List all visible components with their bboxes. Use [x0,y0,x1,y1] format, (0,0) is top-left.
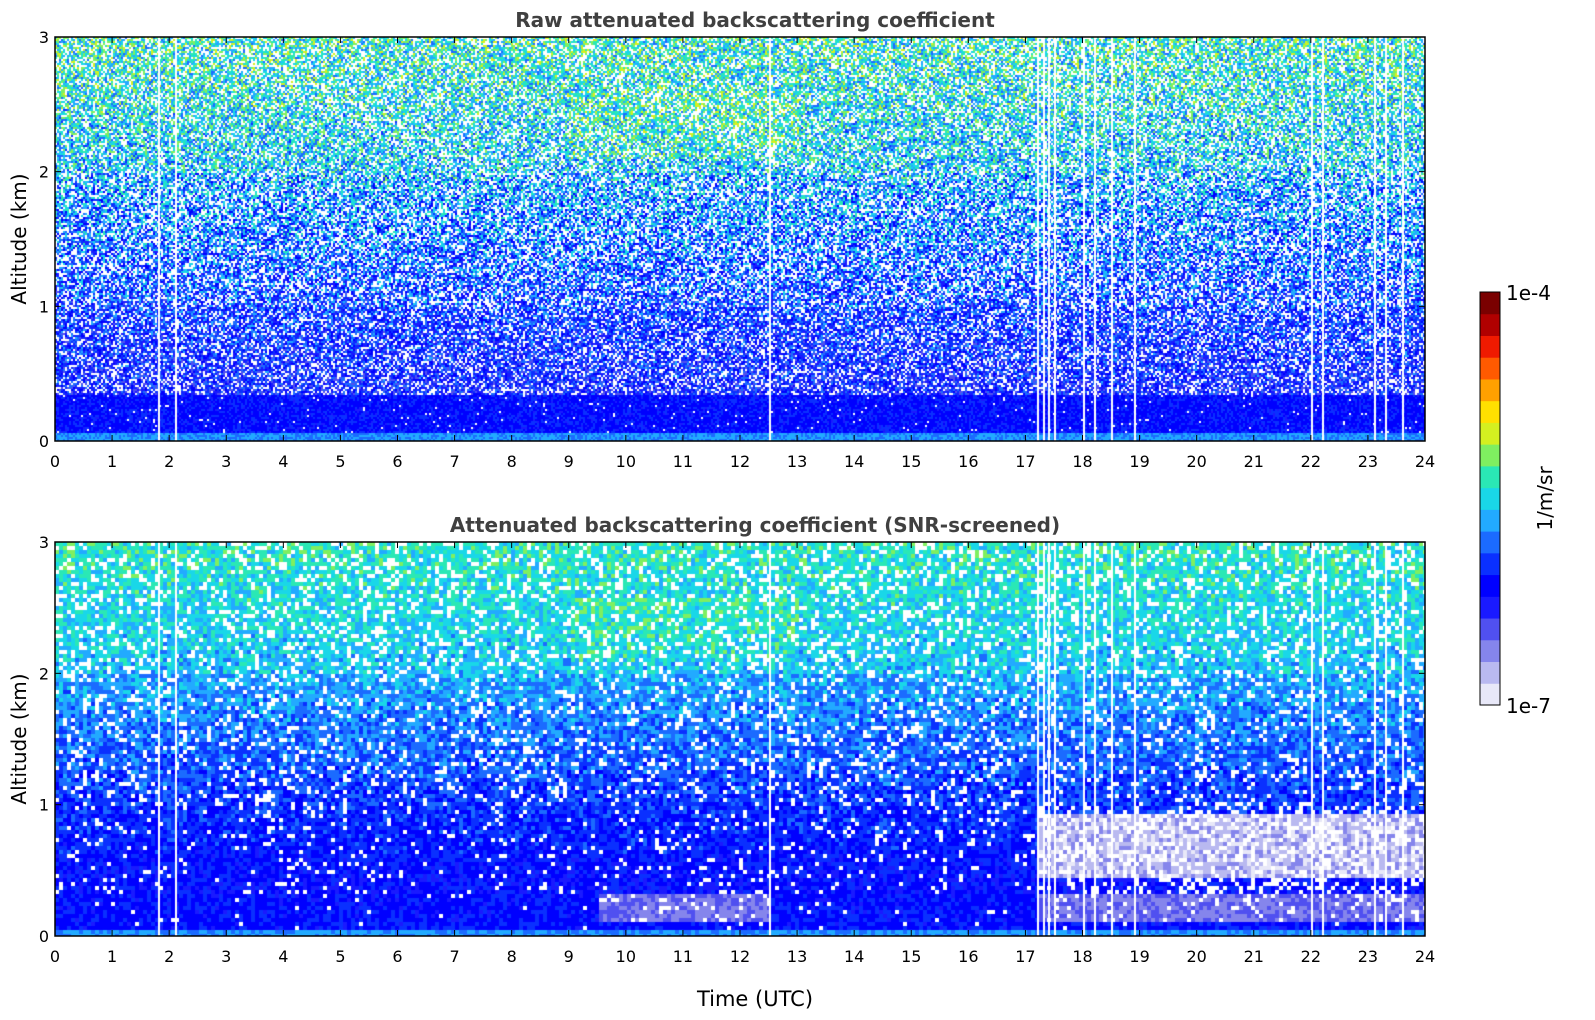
bottom-ytick-label: 3 [39,533,49,552]
colorbar-segment [1480,683,1500,706]
top-plot-frame [54,36,1426,442]
bottom-y-axis-label: Altitude (km) [7,673,31,804]
top-ytick-label: 2 [39,163,49,182]
raw-backscatter-heatmap [55,37,1425,441]
top-ytick-label: 0 [39,432,49,451]
top-xtick-label: 22 [1301,452,1321,471]
bottom-xtick-label: 3 [221,947,231,966]
bottom-xtick-label: 16 [958,947,978,966]
colorbar-segment [1480,487,1500,510]
bottom-panel-title: Attenuated backscattering coefficient (S… [449,513,1061,537]
bottom-xtick-label: 1 [107,947,117,966]
x-axis-label: Time (UTC) [696,987,814,1011]
top-xtick-label: 17 [1015,452,1035,471]
colorbar-segment [1480,313,1500,336]
colorbar-segment [1480,596,1500,619]
top-xtick-label: 8 [507,452,517,471]
colorbar-segment [1480,661,1500,684]
bottom-plot-frame [54,541,1426,937]
bottom-xtick-label: 10 [616,947,636,966]
bottom-ytick-label: 0 [39,927,49,946]
top-ytick-label: 1 [39,297,49,316]
colorbar-segment [1480,465,1500,489]
colorbar-segment [1480,292,1500,315]
top-xtick-label: 4 [278,452,288,471]
top-xtick-label: 10 [616,452,636,471]
top-xtick-label: 0 [50,452,60,471]
top-xtick-label: 20 [1186,452,1206,471]
top-xtick-label: 9 [564,452,574,471]
colorbar-segment [1480,618,1500,641]
snr-screened-backscatter-heatmap [55,542,1425,936]
top-xtick-label: 5 [335,452,345,471]
bottom-xtick-label: 11 [673,947,693,966]
colorbar-segment [1480,444,1500,467]
bottom-xtick-label: 18 [1072,947,1092,966]
bottom-xtick-label: 9 [564,947,574,966]
bottom-xtick-label: 13 [787,947,807,966]
colorbar-segment [1480,378,1500,402]
top-xtick-label: 12 [730,452,750,471]
colorbar-segment [1480,639,1500,663]
top-xtick-label: 13 [787,452,807,471]
bottom-xtick-label: 4 [278,947,288,966]
colorbar-segment [1480,552,1500,576]
bottom-xtick-label: 6 [392,947,402,966]
colorbar-segment [1480,335,1500,358]
bottom-xtick-label: 20 [1186,947,1206,966]
colorbar-max-label: 1e-4 [1506,281,1551,305]
top-xtick-label: 7 [449,452,459,471]
top-xtick-label: 16 [958,452,978,471]
colorbar-segment [1480,574,1500,597]
colorbar-segment [1480,509,1500,532]
bottom-ytick-label: 2 [39,664,49,683]
colorbar-segment [1480,357,1500,380]
bottom-xtick-label: 12 [730,947,750,966]
top-xtick-label: 11 [673,452,693,471]
colorbar-segment [1480,531,1500,554]
top-xtick-label: 2 [164,452,174,471]
top-xtick-label: 14 [844,452,864,471]
bottom-xtick-label: 0 [50,947,60,966]
colorbar-frame [1479,291,1501,706]
bottom-xtick-label: 24 [1415,947,1435,966]
top-xtick-label: 21 [1244,452,1264,471]
top-xtick-label: 18 [1072,452,1092,471]
top-xtick-label: 23 [1358,452,1378,471]
top-xtick-label: 19 [1129,452,1149,471]
bottom-xtick-label: 15 [901,947,921,966]
bottom-xtick-label: 17 [1015,947,1035,966]
top-panel-title: Raw attenuated backscattering coefficien… [515,8,995,32]
top-y-axis-label: Altitude (km) [7,173,31,304]
top-ytick-label: 3 [39,28,49,47]
colorbar-segment [1480,422,1500,445]
bottom-xtick-label: 7 [449,947,459,966]
bottom-xtick-label: 19 [1129,947,1149,966]
bottom-xtick-label: 2 [164,947,174,966]
top-xtick-label: 24 [1415,452,1435,471]
bottom-xtick-label: 22 [1301,947,1321,966]
colorbar-segment [1480,400,1500,423]
colorbar-unit-label: 1/m/sr [1533,466,1557,531]
bottom-xtick-label: 14 [844,947,864,966]
top-xtick-label: 1 [107,452,117,471]
bottom-xtick-label: 8 [507,947,517,966]
top-xtick-label: 3 [221,452,231,471]
colorbar-min-label: 1e-7 [1506,694,1551,718]
bottom-xtick-label: 5 [335,947,345,966]
bottom-xtick-label: 21 [1244,947,1264,966]
bottom-ytick-label: 1 [39,796,49,815]
bottom-xtick-label: 23 [1358,947,1378,966]
top-xtick-label: 15 [901,452,921,471]
top-xtick-label: 6 [392,452,402,471]
